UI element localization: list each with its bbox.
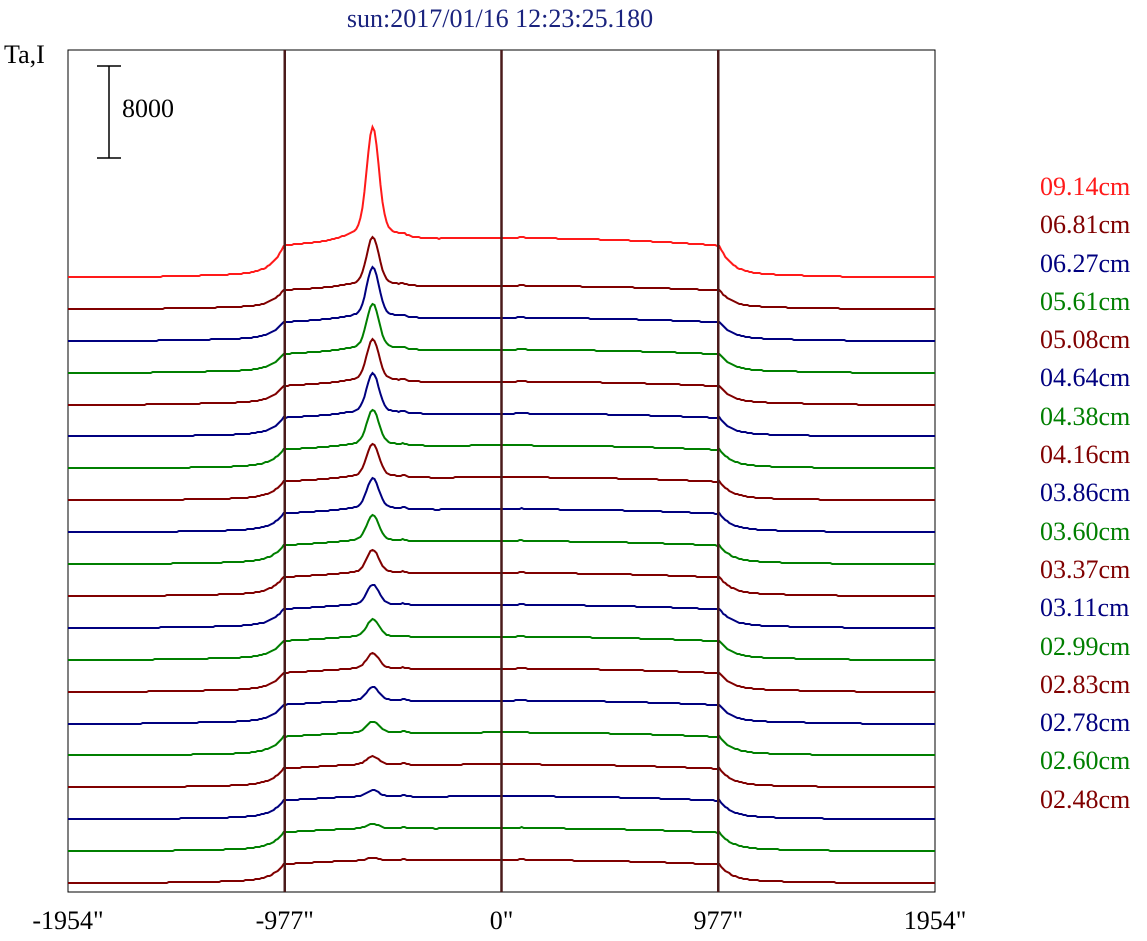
x-tick-label: 1954" — [903, 906, 967, 935]
y-axis-label: Ta,I — [4, 40, 45, 69]
legend-entry: 03.60cm — [1040, 516, 1131, 546]
legend-entry: 04.16cm — [1040, 440, 1131, 470]
legend-entry: 06.27cm — [1040, 248, 1131, 278]
x-tick-label: -977" — [255, 906, 314, 935]
legend-entry: 03.11cm — [1040, 593, 1130, 623]
x-tick-label: 0" — [489, 906, 514, 935]
legend-entry: 03.86cm — [1040, 478, 1131, 508]
chart-title: sun:2017/01/16 12:23:25.180 — [346, 4, 654, 33]
scale-bar-label: 8000 — [122, 94, 174, 123]
legend: 09.14cm 06.81cm 06.27cm 05.61cm 05.08cm 04.64… — [1040, 168, 1130, 819]
x-tick-label: 977" — [693, 906, 744, 935]
legend-entry: 05.08cm — [1040, 325, 1131, 355]
legend-entry: 04.64cm — [1040, 363, 1131, 393]
legend-entry: 02.78cm — [1040, 708, 1131, 738]
legend-entry: 02.60cm — [1040, 746, 1131, 776]
legend-entry: 09.14cm — [1040, 172, 1131, 201]
legend-entry: 02.99cm — [1040, 631, 1131, 661]
legend-entry: 04.38cm — [1040, 401, 1131, 431]
legend-entry: 03.37cm — [1040, 554, 1131, 584]
legend-entry: 02.83cm — [1040, 669, 1131, 699]
legend-entry: 05.61cm — [1040, 286, 1131, 316]
legend-entry: 02.48cm — [1040, 784, 1131, 814]
legend-entry: 06.81cm — [1040, 210, 1131, 240]
x-tick-label: -1954" — [32, 906, 104, 935]
